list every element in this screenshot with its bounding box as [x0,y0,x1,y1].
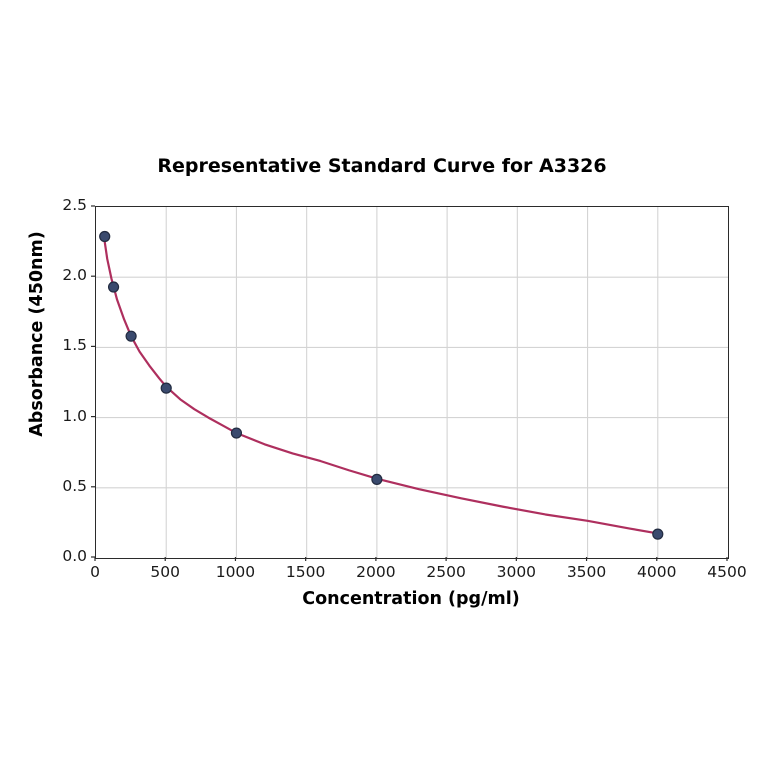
plot-canvas [96,207,728,558]
data-point-markers [99,230,664,540]
x-tick-label: 1500 [285,563,326,581]
x-tick-label: 3500 [566,563,607,581]
x-tick-label: 2000 [356,563,396,581]
x-tick-label: 4000 [637,563,677,581]
x-axis-label: Concentration (pg/ml) [302,589,520,609]
chart-title: Representative Standard Curve for A3326 [157,155,607,177]
data-point [125,330,137,342]
data-point [652,528,664,540]
y-tick-label: 0.0 [62,547,87,565]
y-tick-label: 1.5 [62,336,87,355]
x-tick-label: 1000 [215,563,256,581]
y-axis-tick-labels: 0.0 0.5 1.0 1.5 2.0 2.5 [35,0,87,764]
x-tick-label: 500 [150,563,181,581]
y-tick-label: 2.0 [62,266,87,285]
y-tick-label: 2.5 [62,196,87,214]
data-point [160,382,172,394]
plot-area [95,206,729,559]
fit-curve-path [102,233,659,535]
x-tick-label: 0 [90,563,100,581]
data-point [230,427,243,439]
x-tick-label: 3000 [496,563,537,581]
y-tick-label: 0.5 [62,476,87,495]
gridlines [96,207,728,558]
x-tick-label: 4500 [707,563,747,581]
data-point [99,230,111,243]
x-tick-label: 2500 [426,563,466,581]
data-point [371,473,383,485]
fit-curve-line [102,233,659,535]
y-tick-label: 1.0 [62,406,87,425]
data-point [107,281,120,293]
